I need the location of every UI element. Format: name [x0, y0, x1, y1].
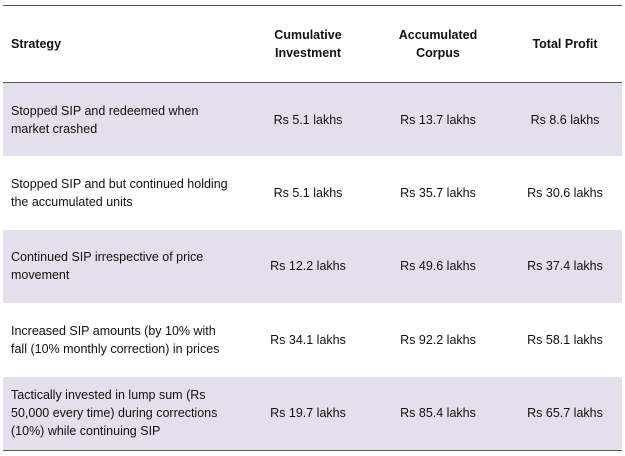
strategy-cell: Stopped SIP and but continued holding th… — [11, 176, 228, 209]
value-cell: Rs 37.4 lakhs — [527, 259, 603, 274]
strategy-cell: Stopped SIP and redeemed when market cra… — [11, 103, 199, 136]
value-cell: Rs 13.7 lakhs — [400, 112, 476, 127]
value-cell: Rs 5.1 lakhs — [273, 112, 343, 127]
value-cell: Rs 34.1 lakhs — [270, 333, 346, 348]
value-cell: Rs 5.1 lakhs — [273, 185, 343, 200]
header-cell: Cumulative Investment — [248, 5, 368, 83]
strategy-table: Strategy Cumulative Investment Accumulat… — [3, 5, 622, 451]
strategy-cell: Continued SIP irrespective of price move… — [11, 250, 204, 283]
table-body: Stopped SIP and redeemed when market cra… — [3, 82, 622, 451]
strategy-cell: Tactically invested in lump sum (Rs 50,0… — [11, 388, 218, 439]
table-row: Stopped SIP and but continued holding th… — [3, 156, 622, 230]
value-cell: Rs 30.6 lakhs — [527, 185, 603, 200]
value-cell: Rs 85.4 lakhs — [400, 406, 476, 421]
header-cell: Total Profit — [508, 5, 622, 83]
value-cell: Rs 92.2 lakhs — [400, 333, 476, 348]
value-cell: Rs 12.2 lakhs — [270, 259, 346, 274]
value-cell: Rs 8.6 lakhs — [530, 112, 600, 127]
value-cell: Rs 58.1 lakhs — [527, 333, 603, 348]
table-row: Increased SIP amounts (by 10% with fall … — [3, 303, 622, 377]
value-cell: Rs 19.7 lakhs — [270, 406, 346, 421]
table-row: Tactically invested in lump sum (Rs 50,0… — [3, 376, 622, 451]
header-row: Strategy Cumulative Investment Accumulat… — [3, 5, 622, 83]
value-cell: Rs 49.6 lakhs — [400, 259, 476, 274]
table-header: Strategy Cumulative Investment Accumulat… — [3, 5, 622, 83]
value-cell: Rs 35.7 lakhs — [400, 185, 476, 200]
header-cell: Accumulated Corpus — [368, 5, 508, 83]
header-cell: Strategy — [3, 5, 248, 83]
strategy-cell: Increased SIP amounts (by 10% with fall … — [11, 324, 220, 357]
table-row: Stopped SIP and redeemed when market cra… — [3, 82, 622, 157]
value-cell: Rs 65.7 lakhs — [527, 406, 603, 421]
table-row: Continued SIP irrespective of price move… — [3, 229, 622, 304]
